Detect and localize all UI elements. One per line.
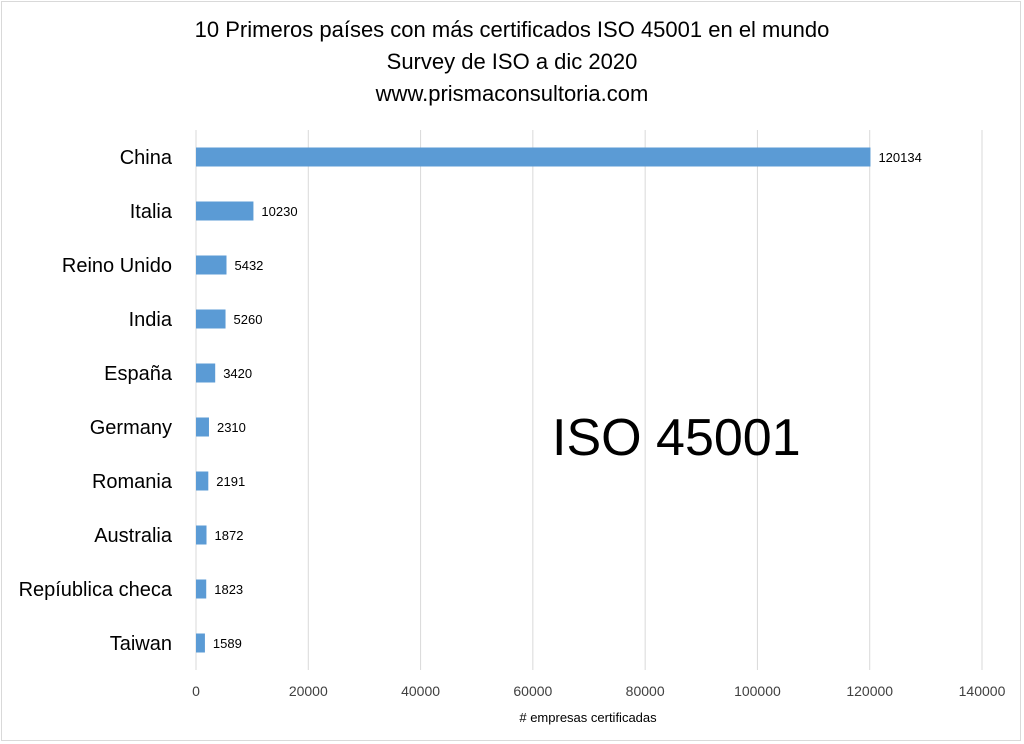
- category-label: Germany: [90, 417, 172, 439]
- value-label: 1872: [215, 528, 244, 543]
- chart-title: 10 Primeros países con más certificados …: [0, 14, 1024, 110]
- value-label: 5432: [234, 258, 263, 273]
- x-tick-label: 140000: [959, 683, 1006, 699]
- value-label: 3420: [223, 366, 252, 381]
- x-tick-label: 20000: [289, 683, 328, 699]
- bar: [196, 201, 254, 221]
- category-label: Taiwan: [110, 633, 172, 655]
- bar: [196, 471, 209, 491]
- category-label: Repíublica checa: [19, 579, 173, 601]
- bar: [196, 417, 209, 437]
- value-label: 10230: [261, 204, 297, 219]
- bar: [196, 525, 207, 545]
- category-labels: China Italia Reino Unido India España Germany…: [19, 147, 173, 655]
- bar: [196, 255, 227, 275]
- value-label: 1589: [213, 636, 242, 651]
- bar: [196, 147, 871, 167]
- bar: [196, 579, 207, 599]
- bar: [196, 633, 205, 653]
- iso-annotation: ISO 45001: [552, 409, 801, 467]
- category-label: Australia: [94, 525, 173, 547]
- x-tick-label: 40000: [401, 683, 440, 699]
- category-label: España: [104, 363, 173, 385]
- x-tick-label: 0: [192, 683, 200, 699]
- value-label: 2310: [217, 420, 246, 435]
- chart-title-line-2: Survey de ISO a dic 2020: [386, 49, 638, 74]
- category-label: Reino Unido: [62, 255, 172, 277]
- bar: [196, 309, 226, 329]
- bar: [196, 363, 216, 383]
- x-tick-label: 120000: [846, 683, 893, 699]
- value-label: 5260: [234, 312, 263, 327]
- gridlines: [195, 130, 983, 670]
- bars: [196, 147, 871, 653]
- chart-title-line-1: 10 Primeros países con más certificados …: [194, 17, 830, 42]
- value-label: 2191: [216, 474, 245, 489]
- chart-title-line-3: www.prismaconsultoria.com: [375, 81, 649, 106]
- x-tick-label: 100000: [734, 683, 781, 699]
- x-axis-title: # empresas certificadas: [519, 710, 657, 725]
- value-labels: 120134 10230 5432 5260 3420 2310 2191 1872 1823 1…: [213, 150, 922, 651]
- category-label: Italia: [130, 201, 173, 223]
- x-tick-labels: 0 20000 40000 60000 80000 100000 120000 140000: [192, 683, 1005, 699]
- x-tick-label: 80000: [626, 683, 665, 699]
- value-label: 120134: [878, 150, 921, 165]
- category-label: China: [120, 147, 173, 169]
- value-label: 1823: [214, 582, 243, 597]
- category-label: Romania: [92, 471, 173, 493]
- x-tick-label: 60000: [513, 683, 552, 699]
- category-label: India: [129, 309, 173, 331]
